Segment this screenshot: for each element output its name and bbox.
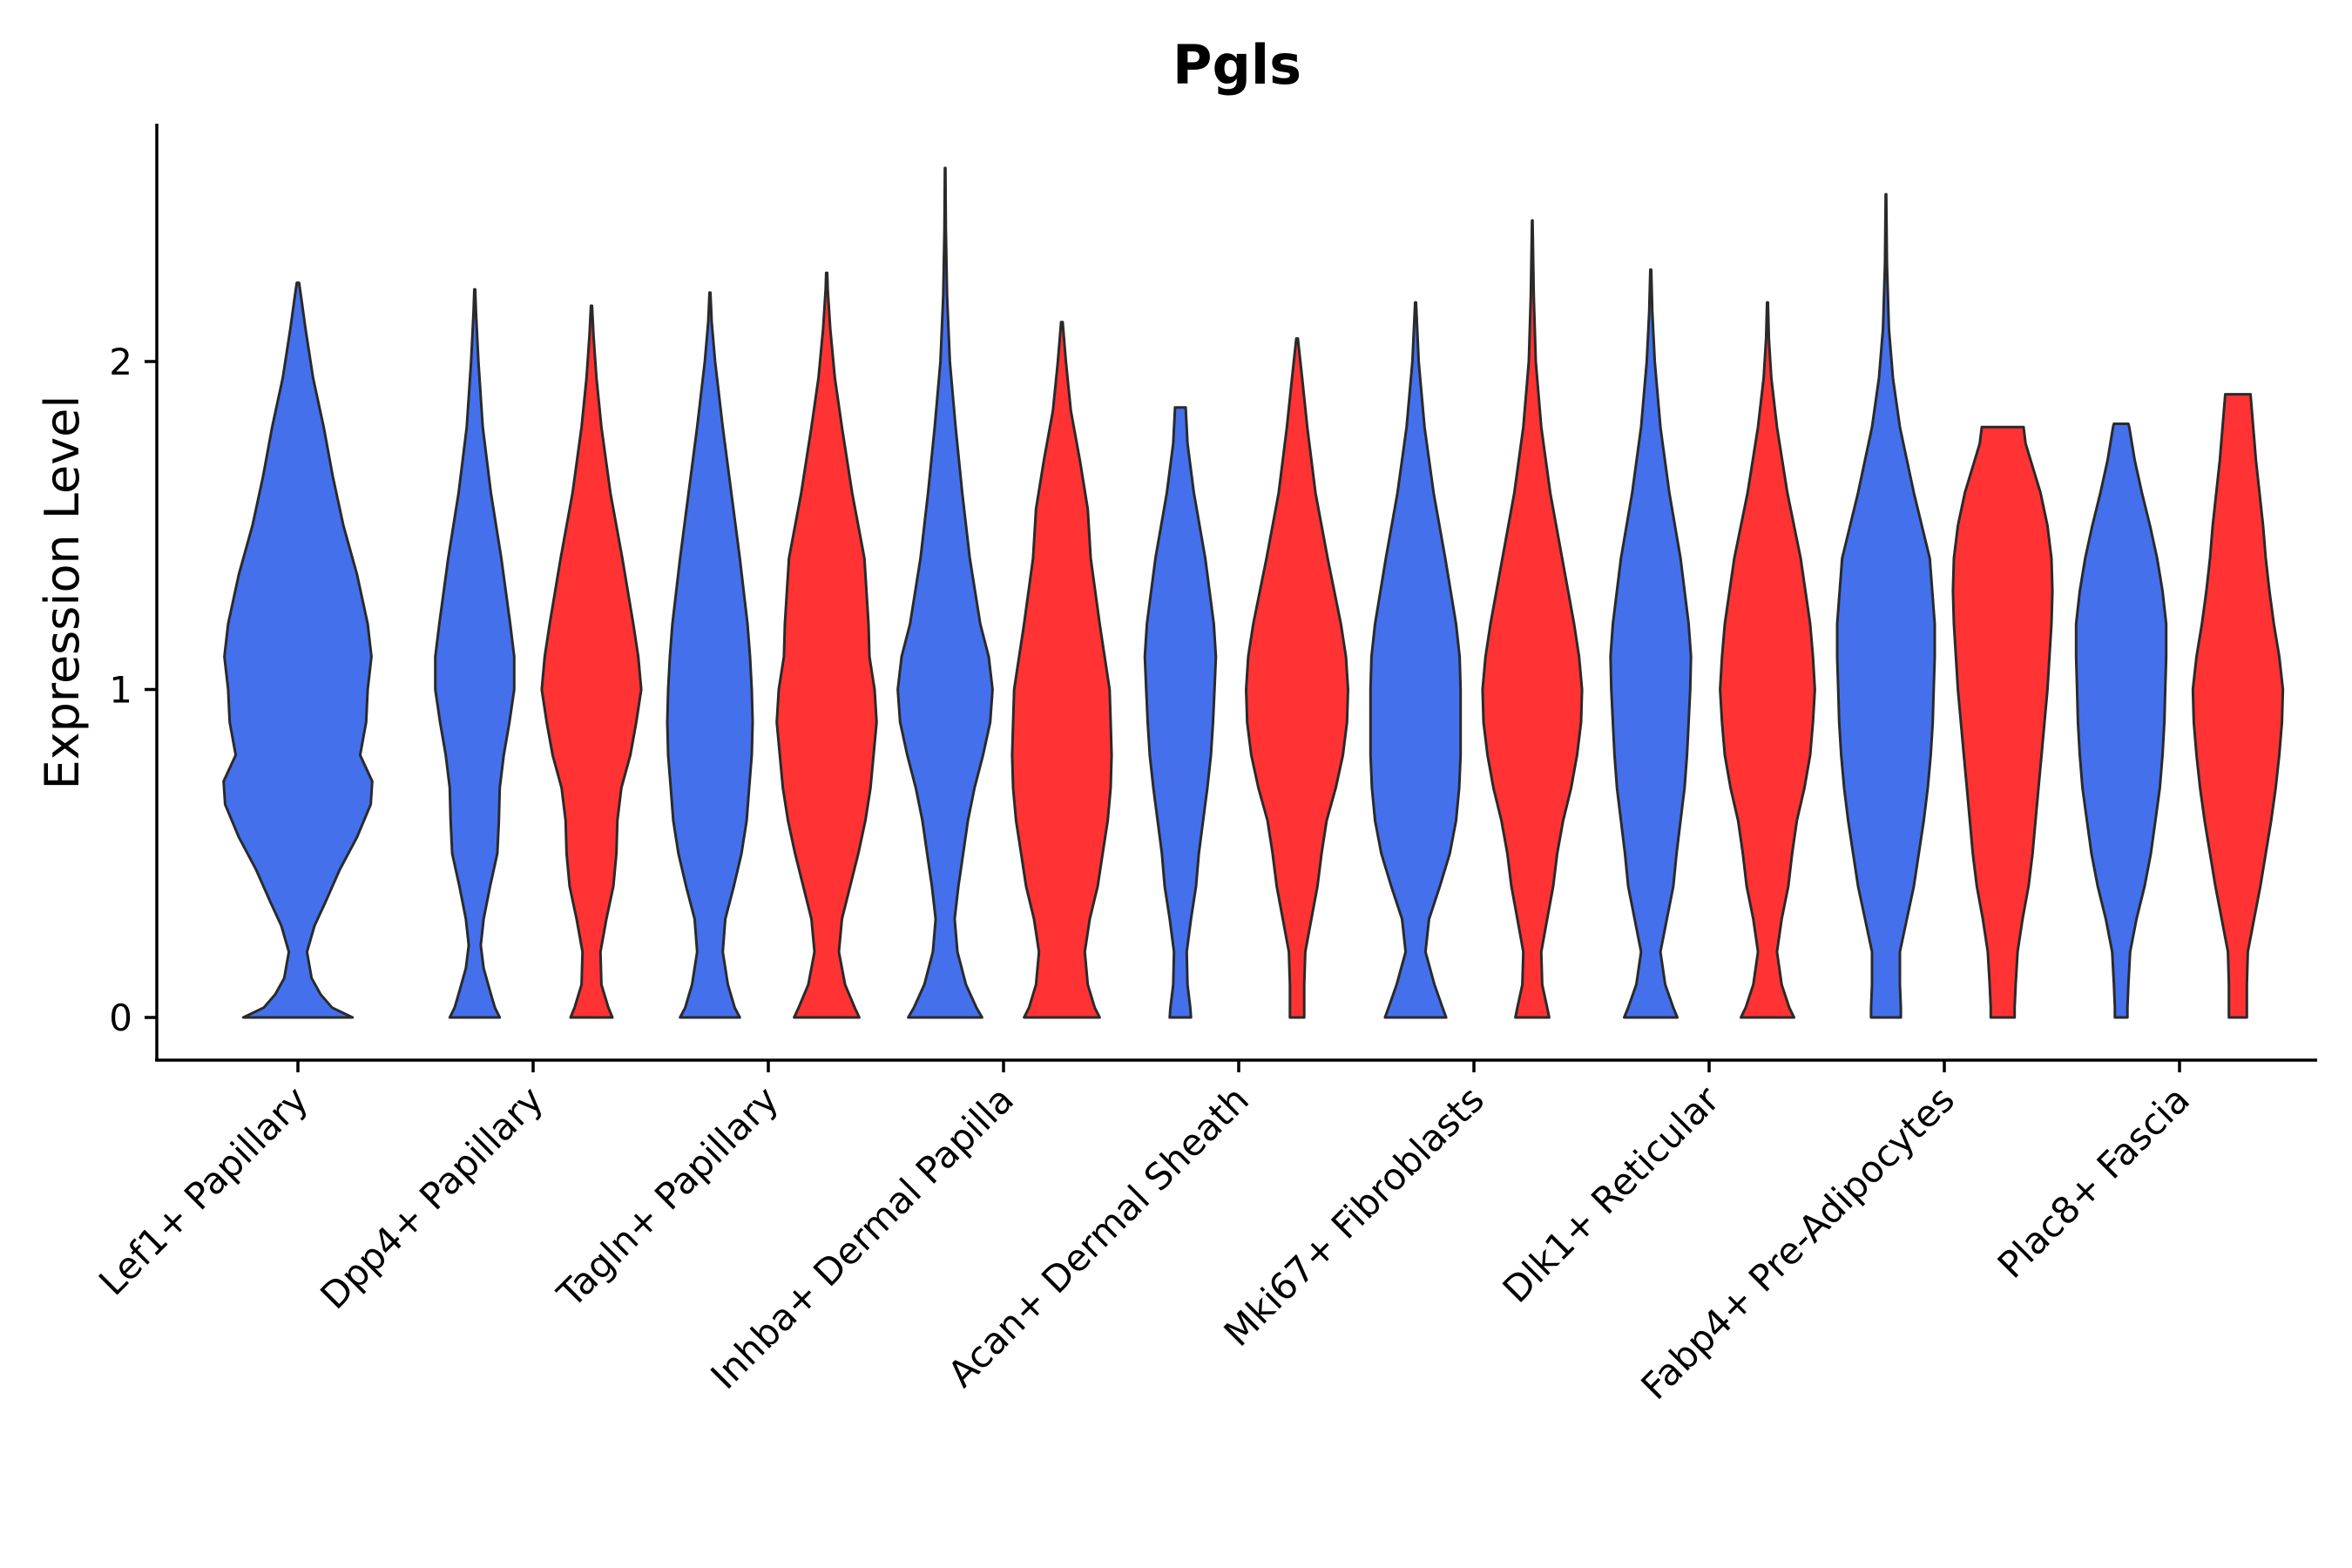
y-ticks: 0 1 2	[109, 341, 157, 1039]
violin-mki67-fibroblasts-red	[1481, 219, 1584, 1019]
violin-tagln-papillary-blue	[666, 291, 754, 1019]
violin-tagln-papillary-red	[775, 271, 878, 1019]
violin-dlk1-reticular-red	[1719, 301, 1816, 1019]
violin-fabp4-pre-adipocytes-blue	[1835, 193, 1936, 1019]
y-axis-label: Expression Level	[35, 395, 90, 790]
x-tick-label: Dlk1+ Reticular	[1495, 1078, 1728, 1311]
violin-dpp4-papillary-red	[540, 304, 643, 1019]
violin-fabp4-pre-adipocytes-red	[1951, 425, 2054, 1019]
violin-plac8-fascia-red	[2191, 393, 2285, 1019]
x-tick-label: Dpp4+ Papillary	[312, 1078, 551, 1317]
violin-inhba-dermal-papilla-blue	[896, 166, 994, 1019]
violin-dlk1-reticular-blue	[1609, 268, 1693, 1019]
violin-acan-dermal-sheath-red	[1245, 337, 1349, 1019]
violin-dpp4-papillary-blue	[434, 287, 516, 1019]
violin-mki67-fibroblasts-blue	[1369, 301, 1463, 1019]
axes	[155, 124, 2317, 1062]
chart-title: Pgls	[1173, 33, 1301, 97]
y-tick-label: 2	[109, 341, 132, 383]
y-tick-label: 1	[109, 669, 132, 712]
x-tick-label: Lef1+ Papillary	[91, 1078, 316, 1303]
y-tick-label: 0	[109, 997, 132, 1039]
x-tick-label: Plac8+ Fascia	[1990, 1078, 2198, 1286]
violin-lef1-papillary-blue	[222, 281, 374, 1019]
x-tick-label: Tagln+ Papillary	[549, 1078, 787, 1315]
violin-plac8-fascia-blue	[2074, 422, 2168, 1019]
violin-layer	[222, 166, 2285, 1019]
violin-inhba-dermal-papilla-red	[1010, 321, 1113, 1019]
violin-acan-dermal-sheath-blue	[1143, 406, 1218, 1019]
x-tick-label: Mki67+ Fibroblasts	[1216, 1078, 1492, 1354]
